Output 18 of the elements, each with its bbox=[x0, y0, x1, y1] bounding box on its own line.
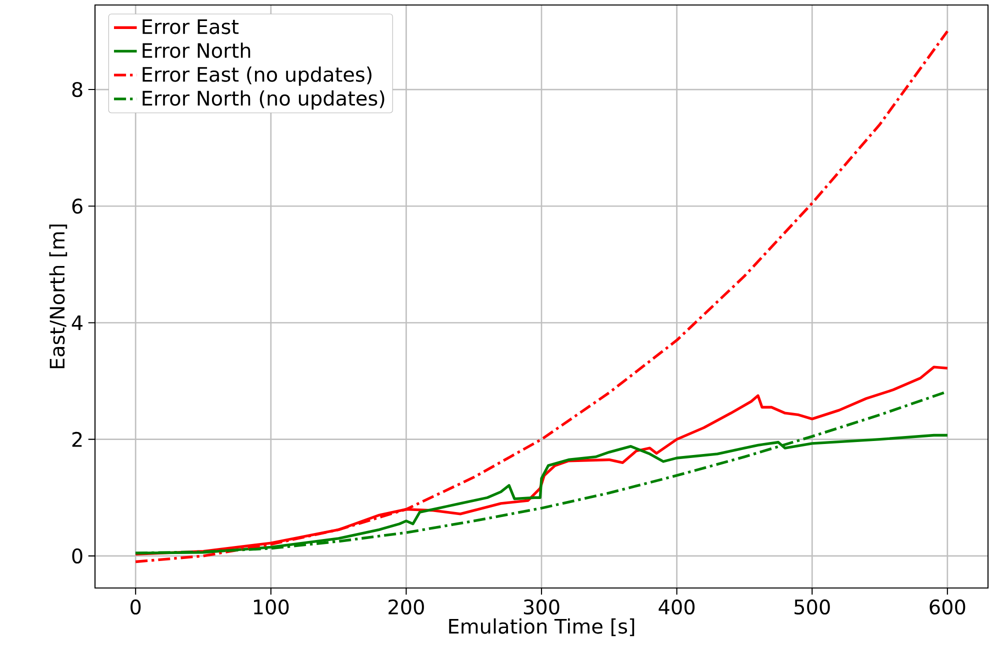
x-tick-label: 400 bbox=[658, 599, 695, 615]
legend-label: Error North (no updates) bbox=[142, 90, 384, 110]
x-axis-title: Emulation Time [s] bbox=[449, 618, 634, 636]
x-tick-label: 600 bbox=[930, 599, 966, 615]
y-tick-label: 2 bbox=[72, 432, 82, 447]
x-tick-label: 100 bbox=[254, 599, 289, 615]
x-tick-label: 200 bbox=[388, 599, 424, 615]
y-tick-label: 8 bbox=[72, 82, 82, 98]
x-tick-label: 0 bbox=[130, 599, 141, 615]
legend-label: Error North bbox=[142, 42, 250, 58]
x-tick-label: 500 bbox=[794, 599, 830, 615]
y-tick-label: 6 bbox=[72, 198, 82, 214]
legend-label: Error East bbox=[142, 19, 239, 34]
x-tick-label: 300 bbox=[524, 599, 560, 615]
y-axis-title: East/North [m] bbox=[49, 224, 68, 368]
y-tick-label: 4 bbox=[72, 315, 83, 330]
y-tick-label: 0 bbox=[72, 548, 82, 564]
legend-label: Error East (no updates) bbox=[142, 66, 372, 86]
